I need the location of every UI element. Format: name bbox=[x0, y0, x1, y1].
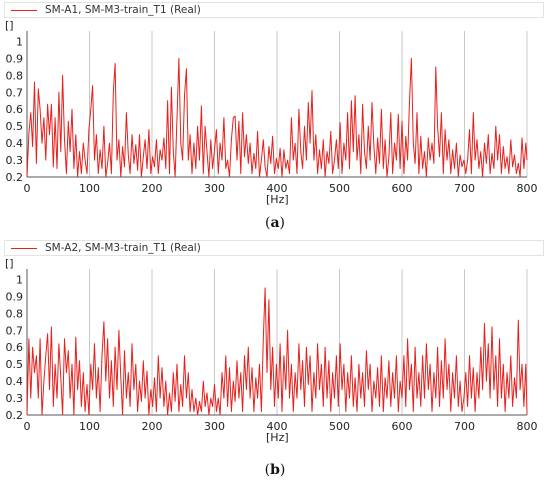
y-tick-label: 0.2 bbox=[6, 171, 24, 184]
caption-open: ( bbox=[264, 215, 271, 231]
caption-open: ( bbox=[264, 462, 271, 478]
x-tick-label: 0 bbox=[24, 182, 31, 195]
caption-letter: a bbox=[270, 215, 280, 231]
y-tick-label: 0.7 bbox=[6, 86, 24, 99]
x-tick-label: 600 bbox=[392, 182, 413, 195]
caption-letter: b bbox=[270, 462, 280, 478]
x-tick-label: 0 bbox=[24, 420, 31, 433]
x-axis-label: [Hz] bbox=[266, 193, 289, 206]
y-tick-label: 1 bbox=[16, 273, 23, 286]
x-tick-label: 500 bbox=[329, 182, 350, 195]
x-tick-label: 700 bbox=[454, 182, 475, 195]
caption-close: ) bbox=[279, 462, 286, 478]
x-tick-label: 100 bbox=[79, 182, 100, 195]
x-tick-label: 600 bbox=[392, 420, 413, 433]
y-tick-label: 0.4 bbox=[6, 137, 24, 150]
x-tick-label: 300 bbox=[204, 182, 225, 195]
y-tick-label: 0.9 bbox=[6, 290, 24, 303]
x-tick-label: 400 bbox=[267, 420, 288, 433]
y-tick-label: 0.2 bbox=[6, 409, 24, 422]
y-tick-label: 0.8 bbox=[6, 69, 24, 82]
y-tick-label: 0.4 bbox=[6, 375, 24, 388]
x-tick-label: 700 bbox=[454, 420, 475, 433]
x-tick-label: 800 bbox=[517, 420, 538, 433]
x-axis-label: [Hz] bbox=[266, 431, 289, 444]
y-unit-label: [] bbox=[5, 19, 14, 32]
x-tick-label: 200 bbox=[142, 420, 163, 433]
chart-panel-a: SM-A1, SM-M3-train_T1 (Real) [] 0.2 0.3 0.… bbox=[0, 2, 550, 231]
x-tick-label: 100 bbox=[79, 420, 100, 433]
x-tick-label: 300 bbox=[204, 420, 225, 433]
x-tick-label: 500 bbox=[329, 420, 350, 433]
legend-line-swatch bbox=[11, 10, 37, 11]
chart-panel-b: SM-A2, SM-M3-train_T1 (Real) [] 0.2 0.3 0.… bbox=[0, 238, 550, 490]
y-tick-label: 0.3 bbox=[6, 154, 24, 167]
legend: SM-A1, SM-M3-train_T1 (Real) bbox=[4, 2, 544, 18]
y-tick-label: 0.5 bbox=[6, 358, 24, 371]
caption-close: ) bbox=[279, 215, 285, 231]
series-line bbox=[26, 57, 528, 178]
x-tick-label: 200 bbox=[142, 182, 163, 195]
figure-caption: (a) bbox=[0, 215, 550, 231]
y-tick-label: 0.9 bbox=[6, 52, 24, 65]
y-tick-label: 0.5 bbox=[6, 120, 24, 133]
x-tick-label: 400 bbox=[267, 182, 288, 195]
series-line bbox=[26, 287, 528, 416]
y-tick-label: 0.6 bbox=[6, 341, 24, 354]
legend-line-swatch bbox=[11, 248, 37, 249]
y-unit-label: [] bbox=[5, 257, 14, 270]
y-tick-label: 1 bbox=[16, 35, 23, 48]
legend: SM-A2, SM-M3-train_T1 (Real) bbox=[4, 240, 544, 256]
y-tick-label: 0.7 bbox=[6, 324, 24, 337]
plot-area: 0.2 0.3 0.4 0.5 0.6 0.7 0.8 0.9 1 0 100 200 300 400 50… bbox=[6, 31, 538, 195]
plot-area: 0.2 0.3 0.4 0.5 0.6 0.7 0.8 0.9 1 0 100 200 300 400 50… bbox=[6, 269, 538, 433]
y-tick-label: 0.8 bbox=[6, 307, 24, 320]
legend-label: SM-A1, SM-M3-train_T1 (Real) bbox=[45, 4, 201, 16]
legend-label: SM-A2, SM-M3-train_T1 (Real) bbox=[45, 242, 201, 254]
figure-caption: (b) bbox=[0, 462, 550, 478]
y-tick-label: 0.6 bbox=[6, 103, 24, 116]
y-tick-label: 0.3 bbox=[6, 392, 24, 405]
x-tick-label: 800 bbox=[517, 182, 538, 195]
